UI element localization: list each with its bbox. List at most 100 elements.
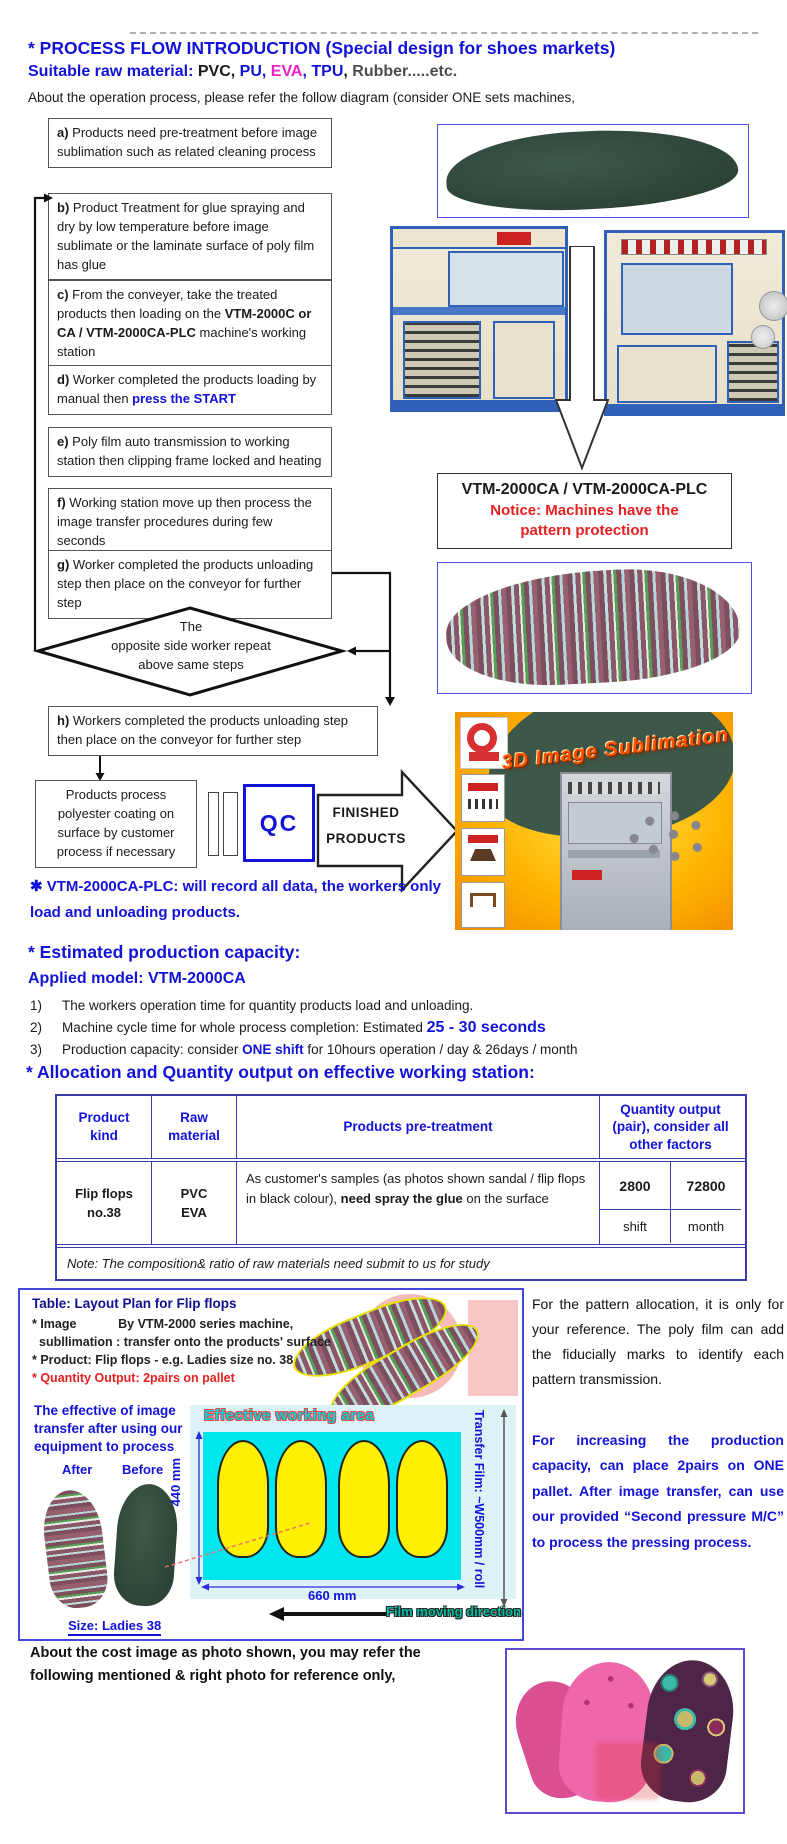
raw-material-line: PVC xyxy=(180,1185,208,1201)
bullet-image-line2: subllimation : transfer onto the product… xyxy=(39,1335,331,1349)
capacity-item-3: 3) Production capacity: consider ONE shif… xyxy=(30,1042,578,1057)
diamond-line: above same steps xyxy=(138,656,244,672)
cell-quantity: 2800 72800 shift month xyxy=(600,1162,741,1244)
photo-watermark xyxy=(595,1742,661,1800)
raw-material-subtitle: Suitable raw material: PVC, PU, EVA, TPU… xyxy=(28,63,458,80)
qty-month-label: month xyxy=(687,1219,725,1234)
flow-box-a: a) Products need pre-treatment before im… xyxy=(48,118,332,168)
sample-pointer-line xyxy=(164,1522,311,1568)
pallet-sole xyxy=(275,1440,327,1558)
capacity-tip-paragraph: For increasing the production capacity, … xyxy=(532,1432,784,1550)
pallet-sole xyxy=(396,1440,448,1558)
promo-panel xyxy=(461,882,505,928)
notice-warning: Notice: Machines have the pattern protec… xyxy=(490,502,679,540)
cost-note: About the cost image as photo shown, you… xyxy=(30,1645,421,1685)
machines-down-arrow xyxy=(554,246,610,471)
coating-box-text: Products process polyester coating on su… xyxy=(56,787,176,859)
flow-box-f: f) Working station move up then process … xyxy=(48,488,332,557)
cell-raw-material: PVC EVA xyxy=(152,1162,237,1244)
film-direction-label: Film moving direction xyxy=(386,1604,522,1619)
layout-plan-box: Table: Layout Plan for Flip flops * Imag… xyxy=(18,1288,524,1641)
bullet-image-line1: * Image By VTM-2000 series machine, xyxy=(32,1317,294,1331)
finished-line: FINISHED xyxy=(332,805,400,820)
effective-note: The effective of image transfer after us… xyxy=(34,1403,183,1455)
capacity-model: Applied model: VTM-2000CA xyxy=(28,970,246,987)
allocation-heading: * Allocation and Quantity output on effe… xyxy=(26,1062,535,1082)
flow-box-c: c) From the conveyer, take the treated p… xyxy=(48,280,332,368)
table-data-row: Flip flops no.38 PVC EVA As customer's s… xyxy=(57,1162,745,1248)
film-direction-arrow xyxy=(269,1607,386,1621)
qc-box: QC xyxy=(243,784,315,862)
finished-products-label: FINISHED PRODUCTS xyxy=(316,800,416,851)
qty-month-value: 72800 xyxy=(686,1177,726,1194)
qty-shift-value: 2800 xyxy=(600,1162,671,1209)
top-dashed-divider xyxy=(130,32,758,34)
qc-label: QC xyxy=(259,809,299,836)
flow-connectors xyxy=(32,193,395,781)
promo-panel xyxy=(461,774,505,822)
layout-plan-title: Table: Layout Plan for Flip flops xyxy=(32,1296,237,1311)
film-vertical-arrow xyxy=(500,1409,508,1607)
capacity-heading: * Estimated production capacity: xyxy=(28,942,301,962)
table-note: Note: The composition& ratio of raw mate… xyxy=(67,1256,490,1271)
capacity-item-1: 1) The workers operation time for quantit… xyxy=(30,998,473,1013)
coating-box: Products process polyester coating on su… xyxy=(35,780,197,868)
item-number: 3) xyxy=(30,1042,43,1057)
bullet-quantity: * Quantity Output: 2pairs on pallet xyxy=(32,1371,235,1385)
item-text: The workers operation time for quantity … xyxy=(62,998,474,1013)
size-label: Size: Ladies 38 xyxy=(68,1618,162,1636)
machine-photo-left xyxy=(390,226,568,412)
finished-products-arrow xyxy=(316,768,459,894)
cell-pretreatment: As customer's samples (as photos shown s… xyxy=(237,1162,600,1244)
col-header-raw-material: Raw material xyxy=(152,1096,237,1158)
flip-flop-photo xyxy=(505,1648,745,1814)
before-label: Before xyxy=(122,1462,164,1477)
ome-logo xyxy=(460,717,508,769)
col-header-pretreatment: Products pre-treatment xyxy=(237,1096,600,1158)
diamond-line: The xyxy=(179,619,203,634)
transfer-film-label: Transfer Film: ~W500mm / roll xyxy=(472,1410,486,1589)
cell-product-kind: Flip flops no.38 xyxy=(57,1162,152,1244)
pallet-sole xyxy=(338,1440,390,1558)
raw-material-line: EVA xyxy=(181,1205,207,1220)
item-number: 2) xyxy=(30,1020,43,1035)
width-dim-arrow xyxy=(201,1583,465,1591)
striped-sole-photo xyxy=(437,562,752,694)
diamond-decision: The opposite side worker repeat above sa… xyxy=(60,618,322,675)
flow-box-g: g) Worker completed the products unloadi… xyxy=(48,550,332,619)
height-dim-arrow xyxy=(195,1431,203,1585)
flow-box-e: e) Poly film auto transmission to workin… xyxy=(48,427,332,477)
working-area-label: Effective working area xyxy=(204,1407,375,1424)
machine-photo-right xyxy=(604,230,787,416)
diamond-line: opposite side worker repeat xyxy=(111,637,271,653)
intro-line: About the operation process, please refe… xyxy=(28,90,576,105)
page-title: * PROCESS FLOW INTRODUCTION (Special des… xyxy=(28,38,616,58)
col-header-product-kind: Product kind xyxy=(57,1096,152,1158)
flow-box-b: b) Product Treatment for glue spraying a… xyxy=(48,193,332,281)
table-header-row: Product kind Raw material Products pre-t… xyxy=(57,1096,745,1162)
height-dim-label: 440 mm xyxy=(168,1458,183,1507)
col-header-quantity: Quantity output (pair), consider all oth… xyxy=(612,1101,729,1152)
promo-panel xyxy=(461,828,505,876)
plc-note: ✱ VTM-2000CA-PLC: will record all data, … xyxy=(30,878,441,921)
capacity-item-2: 2) Machine cycle time for whole process c… xyxy=(30,1019,546,1037)
item-text: Machine cycle time for whole process com… xyxy=(62,1019,546,1036)
conveyor-bar xyxy=(208,792,219,856)
allocation-table: Product kind Raw material Products pre-t… xyxy=(55,1094,747,1281)
reference-paragraph: For the pattern allocation, it is only f… xyxy=(532,1296,784,1387)
bullet-product: * Product: Flip flops - e.g. Ladies size… xyxy=(32,1353,294,1367)
item-number: 1) xyxy=(30,998,43,1013)
conveyor-bar xyxy=(223,792,238,856)
striped-sole-shape xyxy=(443,563,743,691)
flow-box-d: d) Worker completed the products loading… xyxy=(48,365,332,415)
after-sole xyxy=(39,1486,111,1612)
notice-box: VTM-2000CA / VTM-2000CA-PLC Notice: Mach… xyxy=(437,473,732,549)
qty-shift-label: shift xyxy=(600,1210,671,1243)
promo-photo: 3D Image Sublimation xyxy=(455,712,733,930)
item-text: Production capacity: consider ONE shift … xyxy=(62,1042,578,1057)
notice-title: VTM-2000CA / VTM-2000CA-PLC xyxy=(461,481,708,498)
finished-line: PRODUCTS xyxy=(326,830,406,846)
flow-box-h: h) Workers completed the products unload… xyxy=(48,706,378,756)
black-sole-photo xyxy=(437,124,749,218)
